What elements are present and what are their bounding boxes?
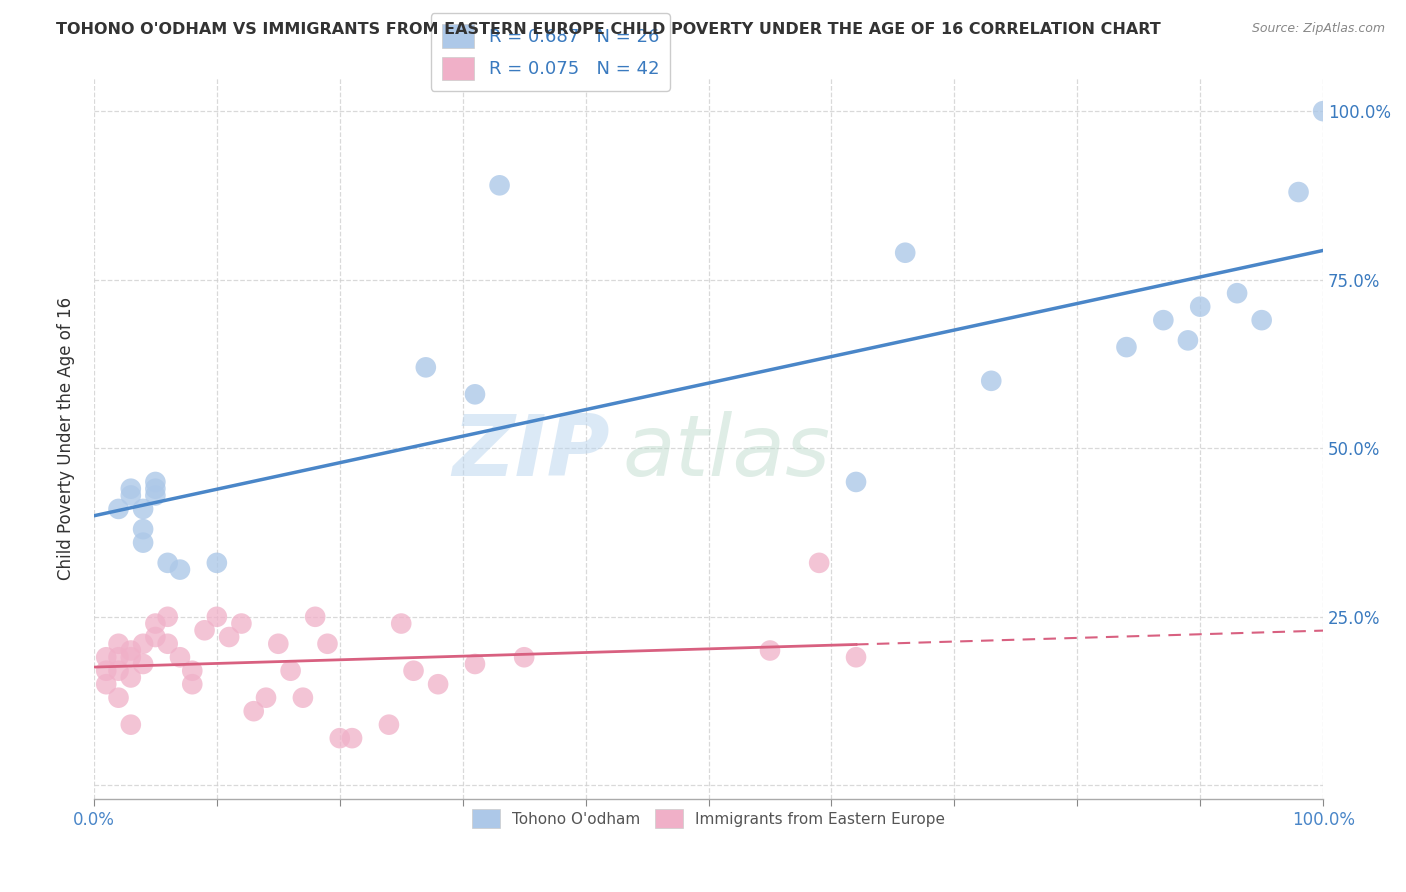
Legend: Tohono O'odham, Immigrants from Eastern Europe: Tohono O'odham, Immigrants from Eastern …: [465, 803, 950, 835]
Point: [280, 664, 302, 678]
Point: [120, 717, 142, 731]
Point: [1152, 313, 1174, 327]
Point: [980, 374, 1002, 388]
Point: [145, 616, 167, 631]
Point: [156, 637, 179, 651]
Point: [181, 664, 204, 678]
Point: [120, 650, 142, 665]
Point: [254, 690, 277, 705]
Point: [464, 657, 486, 671]
Point: [267, 637, 290, 651]
Point: [156, 556, 179, 570]
Point: [107, 650, 129, 665]
Point: [107, 690, 129, 705]
Point: [120, 482, 142, 496]
Point: [120, 643, 142, 657]
Point: [145, 630, 167, 644]
Text: atlas: atlas: [623, 411, 831, 494]
Point: [205, 609, 228, 624]
Point: [1115, 340, 1137, 354]
Text: TOHONO O'ODHAM VS IMMIGRANTS FROM EASTERN EUROPE CHILD POVERTY UNDER THE AGE OF : TOHONO O'ODHAM VS IMMIGRANTS FROM EASTER…: [56, 22, 1161, 37]
Point: [181, 677, 204, 691]
Point: [96, 664, 118, 678]
Point: [464, 387, 486, 401]
Point: [107, 664, 129, 678]
Point: [120, 670, 142, 684]
Point: [132, 535, 155, 549]
Point: [145, 475, 167, 489]
Point: [193, 624, 215, 638]
Point: [120, 488, 142, 502]
Point: [132, 637, 155, 651]
Point: [1250, 313, 1272, 327]
Point: [415, 360, 437, 375]
Point: [169, 650, 191, 665]
Text: Source: ZipAtlas.com: Source: ZipAtlas.com: [1251, 22, 1385, 36]
Point: [205, 556, 228, 570]
Point: [845, 475, 868, 489]
Point: [242, 704, 264, 718]
Point: [169, 563, 191, 577]
Point: [845, 650, 868, 665]
Point: [329, 731, 352, 746]
Point: [427, 677, 450, 691]
Point: [1288, 185, 1310, 199]
Point: [107, 637, 129, 651]
Point: [402, 664, 425, 678]
Point: [488, 178, 510, 193]
Point: [894, 245, 917, 260]
Point: [132, 657, 155, 671]
Y-axis label: Child Poverty Under the Age of 16: Child Poverty Under the Age of 16: [58, 296, 75, 580]
Point: [132, 522, 155, 536]
Point: [107, 502, 129, 516]
Point: [389, 616, 412, 631]
Point: [304, 609, 326, 624]
Point: [231, 616, 253, 631]
Point: [96, 650, 118, 665]
Point: [340, 731, 363, 746]
Text: ZIP: ZIP: [453, 411, 610, 494]
Point: [291, 690, 314, 705]
Point: [378, 717, 401, 731]
Point: [513, 650, 536, 665]
Point: [759, 643, 782, 657]
Point: [96, 677, 118, 691]
Point: [156, 609, 179, 624]
Point: [1177, 334, 1199, 348]
Point: [316, 637, 339, 651]
Point: [808, 556, 831, 570]
Point: [218, 630, 240, 644]
Point: [145, 488, 167, 502]
Point: [132, 502, 155, 516]
Point: [1312, 104, 1334, 119]
Point: [1226, 286, 1249, 301]
Point: [145, 482, 167, 496]
Point: [1189, 300, 1212, 314]
